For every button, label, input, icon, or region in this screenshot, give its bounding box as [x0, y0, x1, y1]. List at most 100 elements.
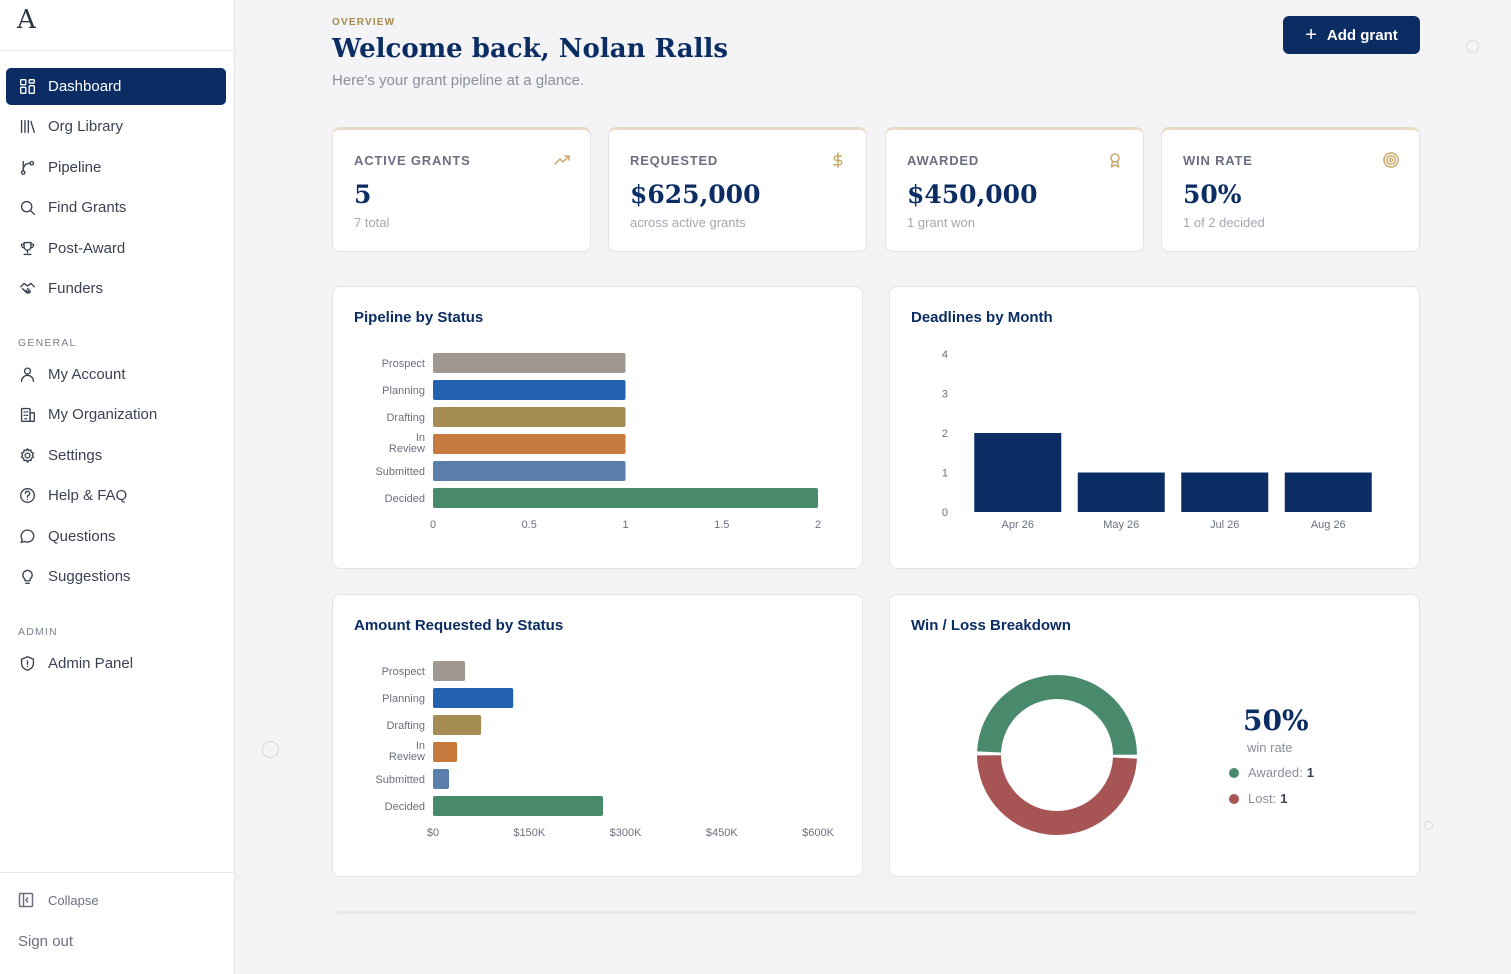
- sidebar-item-label: My Account: [48, 366, 126, 383]
- sign-out-link[interactable]: Sign out: [18, 933, 74, 950]
- sidebar-item-my-organization[interactable]: My Organization: [6, 396, 226, 433]
- bar-submitted: [433, 461, 626, 481]
- chart-title: Win / Loss Breakdown: [911, 617, 1071, 634]
- search-icon: [18, 199, 36, 217]
- x-tick-label: $600K: [802, 827, 834, 839]
- category-label: In Review: [389, 432, 425, 455]
- award-icon: [1107, 152, 1123, 168]
- decorative-circle: [262, 741, 279, 758]
- branch-icon: [18, 158, 36, 176]
- sidebar-item-label: Funders: [48, 280, 104, 297]
- decorative-circle: [1466, 40, 1479, 53]
- bar-prospect: [433, 661, 466, 681]
- category-label: Prospect: [382, 358, 425, 370]
- sidebar-item-label: My Organization: [48, 406, 158, 424]
- sidebar-item-label: Find Grants: [48, 199, 127, 217]
- deadlines-by-month-card: Deadlines by Month 0 1 2 3 4 Apr 26 May 26 Jul …: [889, 286, 1420, 569]
- trending-up-icon: [554, 152, 570, 168]
- bar-in-review: [433, 434, 626, 454]
- stat-subtext: 7 total: [354, 215, 390, 230]
- stat-label: AWARDED: [907, 153, 980, 168]
- page-eyebrow: OVERVIEW: [332, 17, 396, 28]
- y-tick-label: 0: [942, 507, 948, 519]
- bar-planning: [433, 688, 514, 708]
- page-subtitle: Here's your grant pipeline at a glance.: [332, 72, 585, 89]
- collapse-button[interactable]: Collapse: [18, 892, 99, 908]
- x-tick-label: 1: [622, 519, 628, 531]
- x-tick-label: $450K: [706, 827, 738, 839]
- win-loss-card: Win / Loss Breakdown 50% win rate Awarde…: [889, 594, 1420, 877]
- stat-card-awarded: AWARDED $450,000 1 grant won: [885, 127, 1144, 252]
- category-label: Submitted: [375, 774, 425, 786]
- decorative-circle: [1424, 821, 1433, 830]
- chart-title: Amount Requested by Status: [354, 617, 564, 634]
- stat-card-requested: REQUESTED $625,000 across active grants: [608, 127, 867, 252]
- sidebar-item-org-library[interactable]: Org Library: [6, 108, 226, 145]
- bar-prospect: [433, 353, 626, 373]
- bar-planning: [433, 380, 626, 400]
- chart-title: Deadlines by Month: [911, 309, 1053, 326]
- x-tick-label: May 26: [1103, 519, 1139, 531]
- category-label: Planning: [382, 385, 425, 397]
- legend-dot: [1229, 793, 1239, 804]
- next-card-edge: [337, 911, 1415, 915]
- category-label: Submitted: [375, 466, 425, 478]
- x-tick-label: Jul 26: [1210, 519, 1239, 531]
- bar-may-26: [1077, 472, 1165, 512]
- app-logo[interactable]: A: [17, 5, 36, 35]
- sidebar-item-find-grants[interactable]: Find Grants: [6, 189, 226, 226]
- category-label: In Review: [389, 740, 425, 763]
- sidebar-item-my-account[interactable]: My Account: [6, 356, 226, 393]
- sidebar: A Dashboard Org Library Pipeline Find Grant…: [0, 0, 235, 974]
- legend-lost: Lost: 1: [1229, 791, 1287, 806]
- x-tick-label: 1.5: [714, 519, 729, 531]
- bar-jul-26: [1181, 472, 1269, 512]
- x-tick-label: 0.5: [522, 519, 537, 531]
- pipeline-by-status-chart: Prospect Planning Drafting In Review Submitte…: [375, 353, 821, 531]
- y-tick-label: 4: [942, 349, 948, 361]
- sidebar-collapse-icon: [18, 892, 34, 908]
- sidebar-item-pipeline[interactable]: Pipeline: [6, 149, 226, 186]
- y-tick-label: 2: [942, 428, 948, 440]
- chat-icon: [18, 527, 36, 545]
- target-icon: [1383, 152, 1399, 168]
- sidebar-item-help-faq[interactable]: Help & FAQ: [6, 477, 226, 514]
- dollar-icon: [830, 152, 846, 168]
- legend-value: 1: [1280, 791, 1288, 806]
- gear-icon: [18, 446, 36, 464]
- stat-card-win-rate: WIN RATE 50% 1 of 2 decided: [1161, 127, 1420, 252]
- add-grant-label: Add grant: [1326, 26, 1398, 44]
- collapse-label: Collapse: [48, 892, 99, 908]
- stat-subtext: 1 grant won: [907, 215, 975, 230]
- sidebar-item-post-award[interactable]: Post-Award: [6, 230, 226, 267]
- legend-label: Lost:: [1248, 791, 1277, 806]
- bar-in-review: [433, 742, 458, 762]
- plus-icon: +: [1305, 23, 1317, 46]
- sidebar-item-label: Pipeline: [48, 158, 102, 176]
- legend-label: Awarded:: [1248, 765, 1303, 780]
- sidebar-item-suggestions[interactable]: Suggestions: [6, 558, 226, 595]
- slice-awarded: [977, 675, 1137, 755]
- x-tick-label: $0: [427, 827, 439, 839]
- sidebar-item-label: Admin Panel: [48, 655, 134, 672]
- sidebar-item-admin-panel[interactable]: Admin Panel: [6, 645, 226, 682]
- sidebar-item-settings[interactable]: Settings: [6, 437, 226, 474]
- slice-lost: [977, 755, 1137, 835]
- category-label: Decided: [385, 493, 425, 505]
- stat-value: 50%: [1183, 180, 1242, 209]
- x-tick-label: 2: [815, 519, 821, 531]
- bar-decided: [433, 488, 818, 508]
- handshake-icon: [18, 280, 36, 298]
- trophy-icon: [18, 239, 36, 257]
- sidebar-item-dashboard[interactable]: Dashboard: [6, 68, 226, 105]
- sidebar-item-funders[interactable]: Funders: [6, 270, 226, 307]
- divider: [0, 50, 234, 51]
- bar-drafting: [433, 407, 626, 427]
- stat-value: $450,000: [907, 180, 1038, 209]
- legend-value: 1: [1306, 765, 1314, 780]
- add-grant-button[interactable]: + Add grant: [1283, 16, 1420, 54]
- sidebar-item-label: Questions: [48, 527, 116, 545]
- sidebar-item-questions[interactable]: Questions: [6, 518, 226, 555]
- stat-label: ACTIVE GRANTS: [354, 153, 471, 168]
- divider: [0, 872, 234, 873]
